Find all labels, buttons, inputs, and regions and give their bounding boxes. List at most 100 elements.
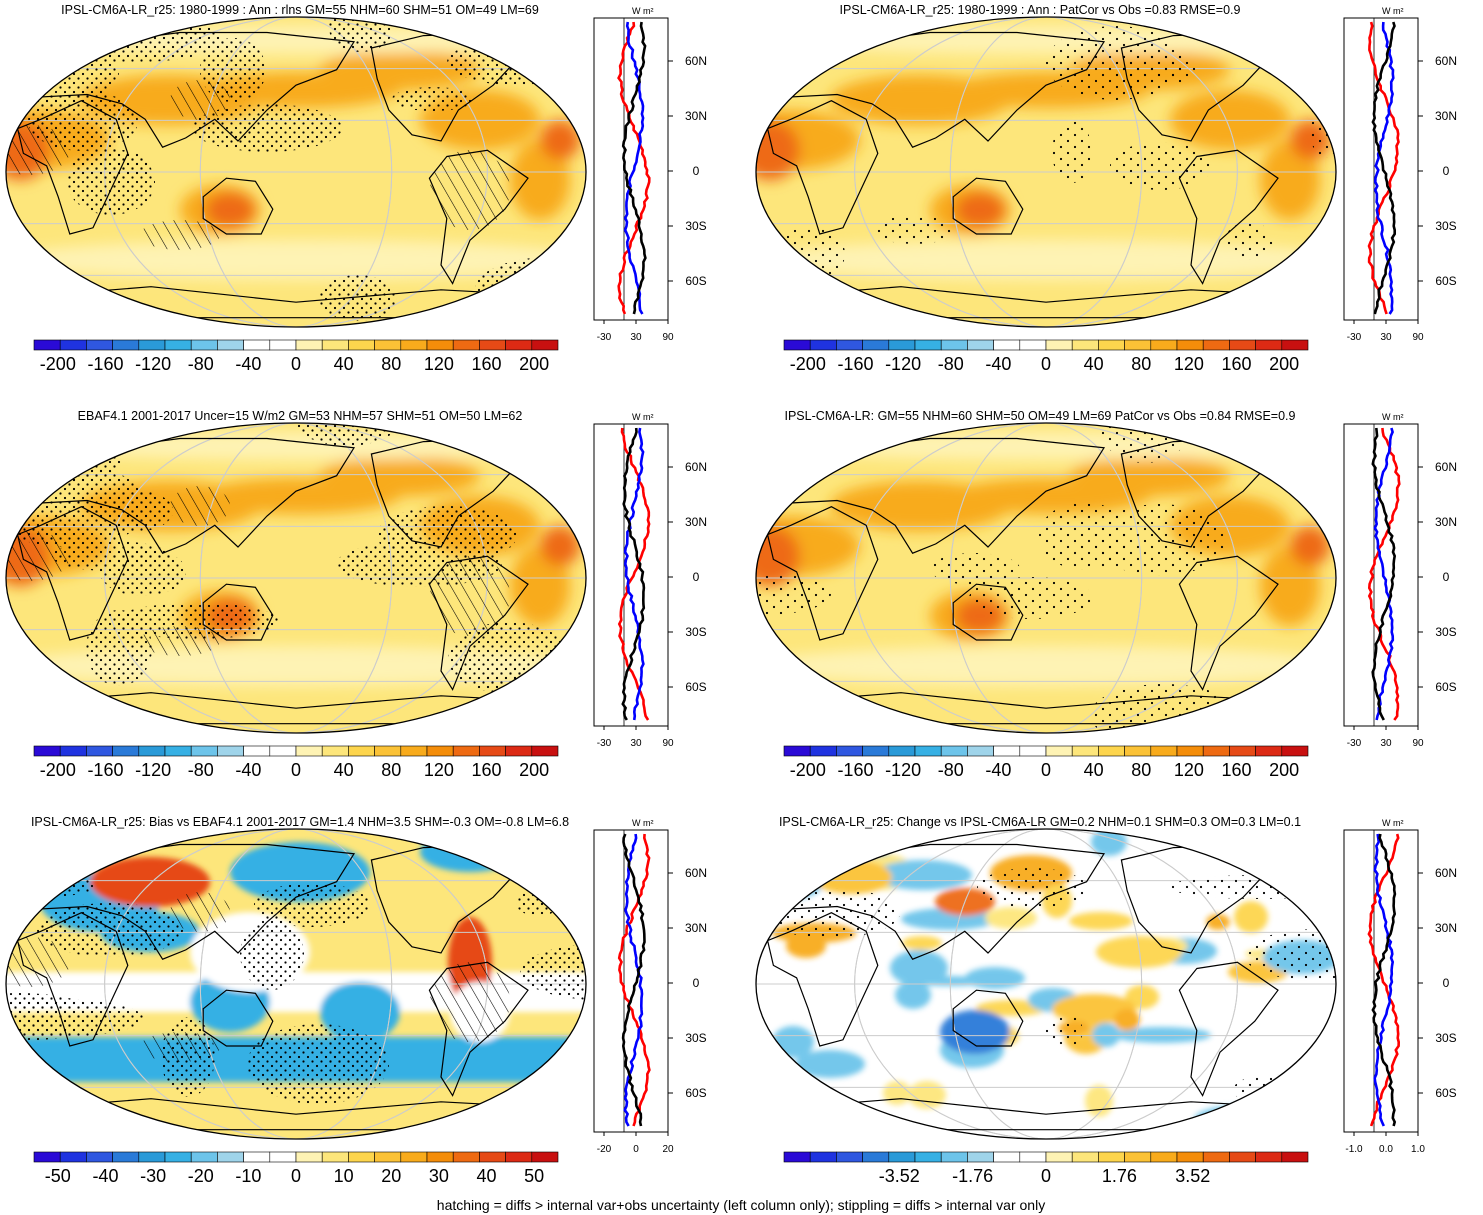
profile-xtick-label: -20	[597, 1144, 612, 1155]
map-border	[755, 16, 1337, 328]
lat-tick-label: 30N	[685, 515, 707, 529]
colorbar-label: -200	[790, 760, 826, 780]
colorbar-label: 40	[334, 760, 354, 780]
profile-ens-line	[1371, 833, 1397, 1127]
colorbar-cell	[321, 339, 349, 351]
colorbar-cell	[1071, 1151, 1099, 1163]
colorbar-cell	[940, 745, 968, 757]
profile-xtick-label: 90	[662, 738, 674, 749]
profile-obs-line	[617, 21, 651, 315]
colorbar-cell	[1281, 1151, 1309, 1163]
colorbar-cell	[479, 339, 506, 351]
profile-frame	[593, 17, 669, 321]
colorbar-cell	[1202, 1151, 1230, 1163]
colorbar-label: 0	[291, 760, 301, 780]
colorbar-cell	[993, 1151, 1021, 1163]
lat-tick-label: 0	[693, 976, 700, 990]
profile-model-line	[623, 833, 644, 1127]
colorbar-cell	[862, 745, 890, 757]
colorbar-label: 1.76	[1102, 1166, 1137, 1186]
colorbar-cell	[1098, 745, 1125, 757]
colorbar-label: -120	[135, 760, 171, 780]
colorbar-cell	[321, 1151, 349, 1163]
panel-change: IPSL-CM6A-LR_r25: Change vs IPSL-CM6A-LR…	[755, 815, 1457, 1186]
colorbar-cell	[809, 745, 837, 757]
map-border	[5, 16, 587, 328]
lat-tick-label: 30S	[685, 219, 706, 233]
colorbar-label: -40	[985, 354, 1011, 374]
colorbar-cell	[243, 1151, 271, 1163]
profile-xtick-label: -1.0	[1345, 1144, 1363, 1155]
colorbar-cell	[967, 1151, 994, 1163]
colorbar-cell	[914, 1151, 942, 1163]
colorbar-label: 10	[334, 1166, 354, 1186]
colorbar-label: 80	[381, 354, 401, 374]
profile-obs-line	[1367, 21, 1400, 315]
zonal-profile: W m² 60N 30N 0 30S 60S -30 30 90	[1343, 412, 1457, 749]
colorbar-cell	[190, 1151, 218, 1163]
colorbar-cell	[33, 745, 61, 757]
profile-unit: W m²	[632, 818, 654, 828]
colorbar-cell	[374, 745, 402, 757]
lat-tick-label: 30S	[685, 625, 706, 639]
colorbar-label: -30	[140, 1166, 166, 1186]
colorbar-cell	[243, 745, 271, 757]
colorbar-cell	[1045, 1151, 1073, 1163]
colorbar: -200 -160 -120 -80 -40 0 40 80 120 160 200	[783, 745, 1309, 780]
colorbar-label: 40	[334, 354, 354, 374]
colorbar-label: 160	[1222, 354, 1252, 374]
colorbar-cell	[1281, 745, 1309, 757]
colorbar-label: 0	[1041, 760, 1051, 780]
colorbar-cell	[531, 339, 559, 351]
colorbar-cell	[1255, 1151, 1283, 1163]
colorbar-cell	[59, 1151, 87, 1163]
colorbar-label: -80	[938, 760, 964, 780]
colorbar-cell	[452, 1151, 480, 1163]
colorbar-cell	[138, 339, 166, 351]
colorbar-label: 200	[519, 760, 549, 780]
colorbar-cell	[914, 745, 942, 757]
profile-ens-line	[1371, 427, 1397, 721]
colorbar-cell	[59, 339, 87, 351]
figure-footnote: hatching = diffs > internal var+obs unce…	[437, 1197, 1045, 1213]
colorbar-cell	[321, 745, 349, 757]
colorbar-label: 3.52	[1175, 1166, 1210, 1186]
colorbar-cell	[86, 339, 113, 351]
colorbar-label: -120	[885, 760, 921, 780]
panel-title: EBAF4.1 2001-2017 Uncer=15 W/m2 GM=53 NH…	[78, 409, 523, 423]
colorbar-label: 80	[1131, 760, 1151, 780]
lat-tick-label: 60N	[1435, 460, 1457, 474]
colorbar-cell	[505, 1151, 533, 1163]
lat-tick-label: 30N	[1435, 109, 1457, 123]
colorbar-cell	[783, 745, 811, 757]
zonal-profile: W m² 60N 30N 0 30S 60S -30 30 90	[593, 412, 707, 749]
colorbar-cell	[269, 1151, 297, 1163]
colorbar-cell	[531, 1151, 559, 1163]
colorbar-cell	[1098, 339, 1125, 351]
colorbar-cell	[888, 745, 916, 757]
colorbar-cell	[809, 1151, 837, 1163]
colorbar-cell	[1150, 745, 1178, 757]
colorbar-cell	[164, 745, 192, 757]
map-field	[756, 423, 1336, 733]
colorbar-cell	[783, 339, 811, 351]
colorbar-cell	[783, 1151, 811, 1163]
profile-model-line	[1373, 833, 1395, 1127]
profile-obs-line	[1367, 427, 1401, 721]
lat-tick-label: 30S	[1435, 1031, 1456, 1045]
profile-obs-line	[617, 833, 651, 1127]
profile-ens-line	[621, 21, 647, 315]
colorbar-label: -1.76	[952, 1166, 993, 1186]
colorbar-label: 80	[381, 760, 401, 780]
profile-xtick-label: 90	[1412, 738, 1424, 749]
lat-tick-label: 0	[1443, 164, 1450, 178]
colorbar-cell	[348, 339, 375, 351]
colorbar-label: -160	[837, 354, 873, 374]
colorbar-cell	[217, 339, 244, 351]
map-border	[5, 422, 587, 734]
colorbar-label: -20	[188, 1166, 214, 1186]
profile-xtick-label: 90	[1412, 332, 1424, 343]
colorbar-cell	[112, 339, 140, 351]
colorbar-cell	[269, 745, 297, 757]
